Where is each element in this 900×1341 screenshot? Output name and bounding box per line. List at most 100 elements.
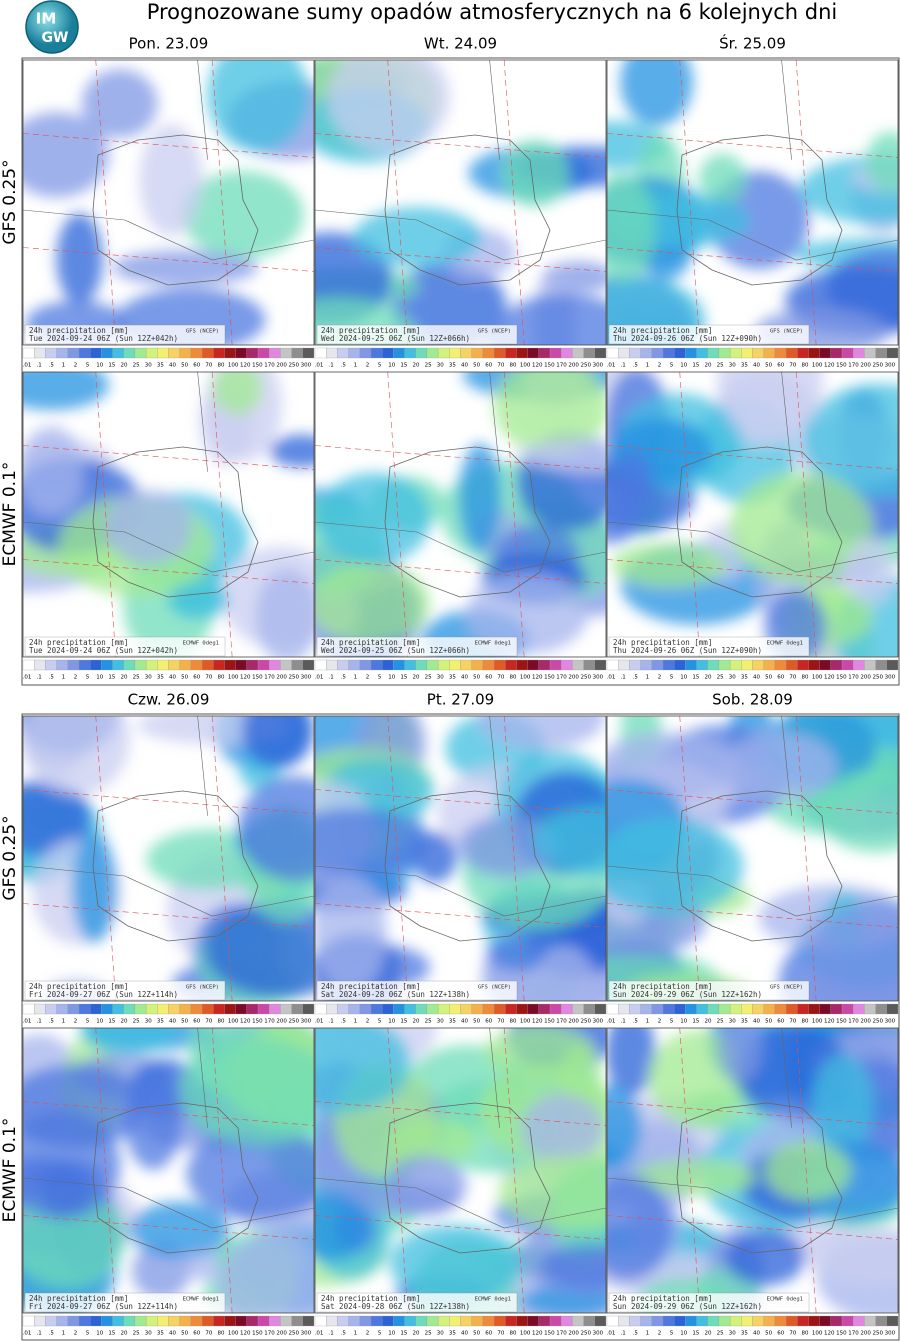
colorbar-swatch bbox=[538, 659, 551, 671]
caption-box bbox=[608, 636, 810, 657]
colorbar-swatch bbox=[22, 659, 35, 671]
colorbar-label: 60 bbox=[777, 1019, 784, 1025]
map-frame bbox=[606, 715, 899, 1002]
colorbar-swatch bbox=[774, 347, 787, 359]
colorbar-swatch bbox=[213, 1003, 225, 1015]
colorbar-label: 1 bbox=[646, 363, 650, 369]
colorbar-label: 25 bbox=[717, 675, 724, 681]
colorbar-label: 5 bbox=[378, 1019, 382, 1025]
colorbar-swatch bbox=[415, 659, 428, 671]
colorbar-swatch bbox=[629, 659, 641, 671]
logo-circle bbox=[25, 0, 79, 54]
colorbar-swatch bbox=[426, 659, 439, 671]
precip-field bbox=[315, 372, 606, 657]
colorbar-label: 250 bbox=[289, 363, 300, 369]
colorbar-swatch bbox=[718, 347, 731, 359]
colorbar-swatch bbox=[280, 659, 292, 671]
colorbar-label: 2 bbox=[74, 675, 78, 681]
colorbar-label: .01 bbox=[23, 363, 32, 369]
colorbar-label: 120 bbox=[824, 363, 835, 369]
precip-area bbox=[315, 808, 431, 878]
map-grid bbox=[315, 789, 606, 814]
colorbar-swatch bbox=[549, 1003, 562, 1015]
map-grid bbox=[503, 1028, 525, 1313]
map-grid bbox=[315, 903, 606, 928]
model-name: GFS (NCEP) bbox=[478, 329, 511, 335]
colorbar-swatch bbox=[404, 347, 416, 359]
colorbar-swatch bbox=[359, 347, 372, 359]
precip-area bbox=[213, 372, 263, 415]
precip-area bbox=[539, 1244, 606, 1289]
colorbar-swatch bbox=[516, 1315, 528, 1327]
colorbar-label: 170 bbox=[264, 1331, 275, 1337]
map-grid bbox=[95, 60, 117, 345]
colorbar-swatch bbox=[841, 659, 854, 671]
colorbar-swatch bbox=[404, 659, 416, 671]
map-grid bbox=[95, 1028, 117, 1313]
colorbar-swatch bbox=[269, 1003, 281, 1015]
colorbar-label: 30 bbox=[729, 363, 736, 369]
colorbar-label: 20 bbox=[121, 1331, 128, 1337]
colorbar-label: 120 bbox=[532, 675, 543, 681]
colorbar-label: 150 bbox=[836, 675, 847, 681]
colorbar-swatch bbox=[257, 1003, 270, 1015]
precip-area bbox=[56, 213, 103, 305]
colorbar-swatch bbox=[572, 1315, 584, 1327]
colorbar-label: 50 bbox=[473, 1331, 480, 1337]
colorbar-label: 30 bbox=[729, 1331, 736, 1337]
colorbar-label: .01 bbox=[315, 363, 324, 369]
precip-area bbox=[179, 1036, 314, 1146]
colorbar-swatch bbox=[359, 659, 372, 671]
border-outline bbox=[315, 60, 606, 261]
precip-area bbox=[466, 572, 589, 654]
block-frame bbox=[21, 713, 900, 1341]
map-grid bbox=[315, 133, 606, 158]
colorbar-label: 170 bbox=[556, 1331, 567, 1337]
precip-blobs bbox=[315, 1028, 606, 1313]
colorbar-label: 200 bbox=[860, 1331, 871, 1337]
map-grid bbox=[23, 1101, 314, 1126]
colorbar-label: 60 bbox=[193, 1019, 200, 1025]
valid-time: Sat 2024-09-28 06Z (Sun 12Z+138h) bbox=[321, 990, 470, 999]
colorbar-swatch bbox=[729, 1003, 742, 1015]
map-grid bbox=[23, 789, 314, 814]
map-frame bbox=[314, 59, 607, 346]
colorbar-label: 1 bbox=[62, 363, 66, 369]
colorbar-label: 40 bbox=[753, 675, 760, 681]
colorbar-swatch bbox=[640, 1315, 652, 1327]
colorbar-label: 70 bbox=[789, 1019, 796, 1025]
colorbar-swatch bbox=[583, 1315, 595, 1327]
border-outline bbox=[676, 1102, 843, 1254]
colorbar-swatch bbox=[90, 1003, 102, 1015]
colorbar-swatch bbox=[34, 1003, 46, 1015]
colorbar-label: .01 bbox=[607, 363, 616, 369]
colorbar-label: 20 bbox=[705, 363, 712, 369]
colorbar-swatch bbox=[785, 1003, 798, 1015]
colorbar-label: .01 bbox=[607, 1019, 616, 1025]
colorbar-label: 70 bbox=[205, 363, 212, 369]
colorbar-swatch bbox=[527, 1315, 539, 1327]
colorbar-label: 2 bbox=[366, 363, 370, 369]
colorbar-swatch bbox=[246, 347, 259, 359]
colorbar-label: 10 bbox=[680, 1019, 687, 1025]
row-label: GFS 0.25° bbox=[0, 159, 20, 244]
precip-area bbox=[128, 1201, 230, 1258]
colorbar-label: 10 bbox=[96, 363, 103, 369]
colorbar-swatch bbox=[505, 347, 517, 359]
colorbar-label: 100 bbox=[812, 1019, 823, 1025]
colorbar-label: 250 bbox=[581, 675, 592, 681]
colorbar-label: 50 bbox=[473, 675, 480, 681]
colorbar-label: 30 bbox=[145, 1019, 152, 1025]
colorbar-label: 5 bbox=[86, 363, 90, 369]
precip-field bbox=[607, 60, 898, 345]
colorbar-swatch bbox=[864, 659, 876, 671]
map-panel: 24h precipitation [mm] GFS (NCEP) Sun 2024… bbox=[606, 715, 899, 1025]
border-outline bbox=[384, 134, 551, 286]
colorbar-swatch bbox=[157, 1003, 169, 1015]
colorbar-label: 50 bbox=[765, 1019, 772, 1025]
colorbar-swatch bbox=[797, 1003, 809, 1015]
precip-area bbox=[607, 1175, 673, 1281]
colorbar-swatch bbox=[337, 1003, 349, 1015]
colorbar-label: 5 bbox=[670, 1331, 674, 1337]
colorbar-label: 300 bbox=[593, 1019, 604, 1025]
